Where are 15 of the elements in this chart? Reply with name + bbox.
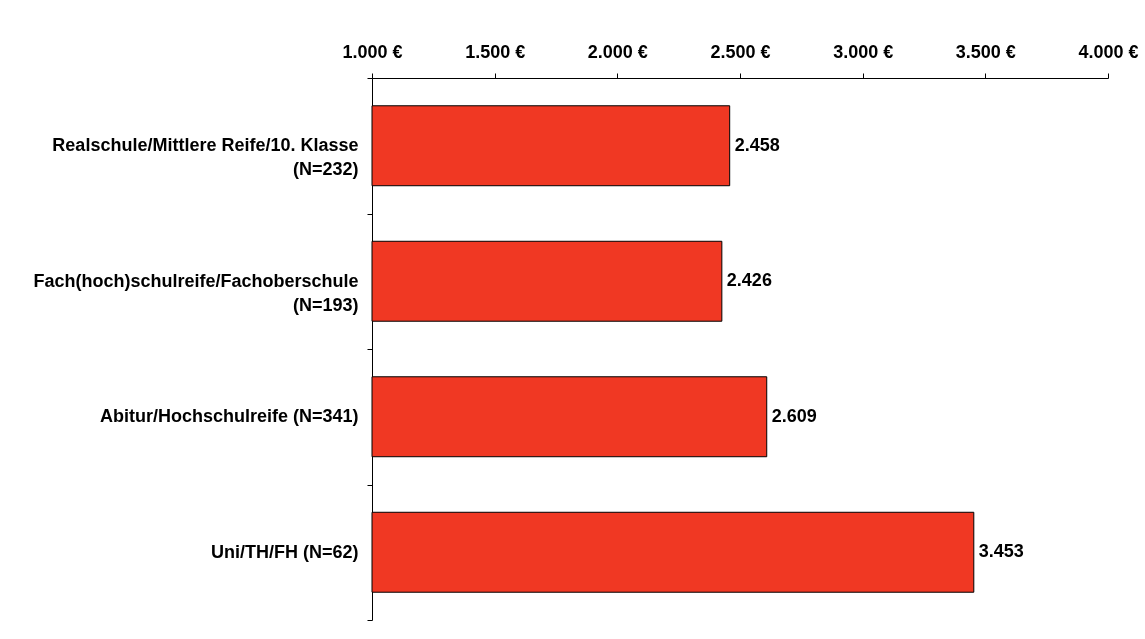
x-tick-label: 1.000 €: [342, 41, 403, 62]
x-tick-label: 2.000 €: [587, 41, 648, 62]
y-tick-label: Abitur/Hochschulreife (N=341): [99, 406, 359, 427]
y-tick-label: Uni/TH/FH (N=62): [210, 541, 359, 562]
y-tick-label: Fach(hoch)schulreife/Fachoberschule (N=193): [33, 270, 359, 315]
x-tick-label: 1.500 €: [465, 41, 526, 62]
y-tick-label: Realschule/Mittlere Reife/10. Klasse (N=232): [52, 135, 359, 180]
data-label: 3.453: [978, 541, 1024, 562]
x-tick-label: 3.000 €: [833, 41, 894, 62]
x-tick-label: 4.000 €: [1078, 41, 1139, 62]
x-tick-label: 2.500 €: [710, 41, 771, 62]
data-label: 2.458: [734, 134, 780, 155]
data-label: 2.426: [726, 270, 772, 291]
x-tick-label: 3.500 €: [955, 41, 1016, 62]
data-label: 2.609: [771, 405, 817, 426]
